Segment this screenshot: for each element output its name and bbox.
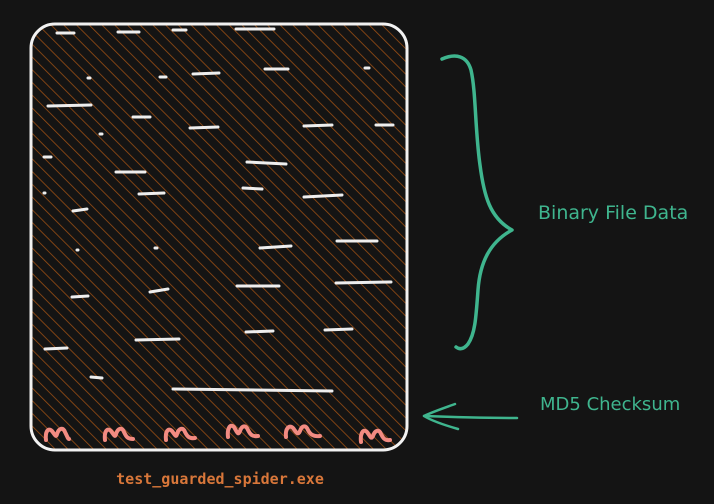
data-dash	[323, 327, 354, 332]
curly-brace-icon	[440, 54, 514, 351]
data-dash	[258, 244, 293, 250]
squiggle-m-icon	[102, 426, 135, 442]
data-dash	[188, 125, 220, 130]
data-dash	[148, 287, 170, 294]
squiggle-m-icon	[358, 428, 392, 444]
data-dash	[70, 294, 90, 299]
squiggle-m-icon	[163, 426, 197, 442]
data-dash	[244, 329, 275, 334]
binary-file-data-label: Binary File Data	[538, 202, 689, 224]
filename-label: test_guarded_spider.exe	[116, 470, 324, 488]
left-arrow-icon	[422, 402, 519, 431]
squiggle-m-icon	[43, 426, 71, 442]
checksum-glyphs	[43, 423, 392, 444]
data-dash	[302, 193, 344, 199]
data-dash	[245, 160, 288, 166]
data-dash	[137, 191, 166, 196]
md5-checksum-label: MD5 Checksum	[540, 394, 681, 415]
data-dash	[46, 103, 93, 108]
file-body-fill	[31, 24, 407, 450]
data-dash	[334, 280, 393, 285]
data-dash	[241, 186, 264, 191]
data-dash	[134, 337, 181, 342]
data-dash	[302, 123, 334, 128]
data-dash	[43, 346, 69, 351]
data-dash	[89, 375, 104, 380]
file-body-outline	[29, 22, 409, 452]
data-dash	[171, 387, 334, 393]
squiggle-m-icon	[225, 423, 260, 439]
data-dash	[191, 71, 221, 76]
data-dash	[71, 207, 89, 213]
binary-data-dashes	[42, 27, 395, 393]
squiggle-m-icon	[283, 424, 322, 439]
